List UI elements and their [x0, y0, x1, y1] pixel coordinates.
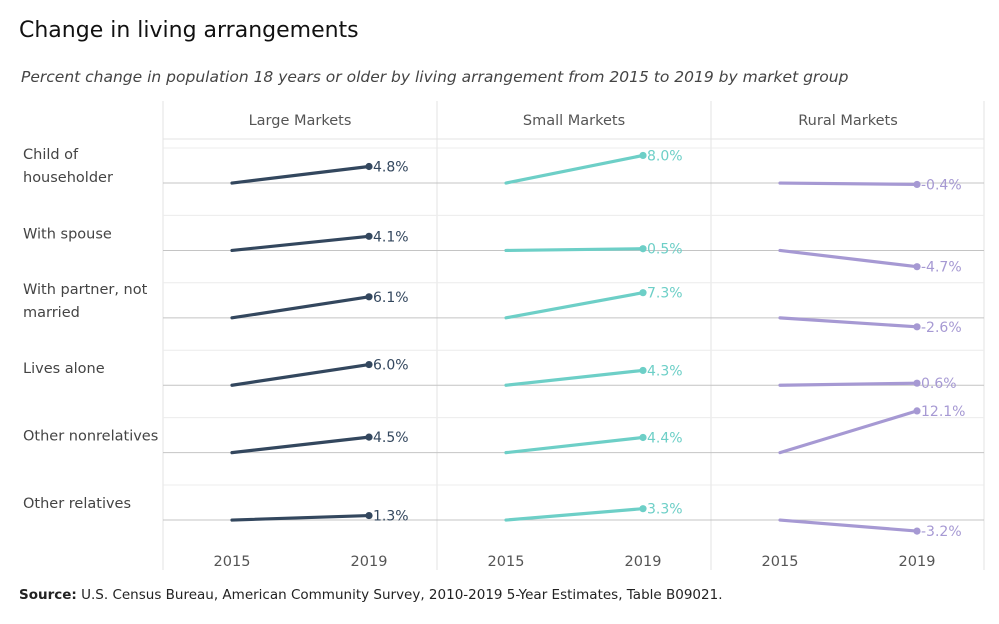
row-label: Child of householder [23, 147, 113, 186]
series-line [504, 291, 645, 320]
data-point-2019 [913, 407, 921, 415]
data-point-2019 [913, 180, 921, 189]
data-point-2019 [639, 151, 647, 160]
data-label: 6.1% [373, 290, 409, 306]
series-line [504, 435, 645, 455]
series-line [230, 164, 371, 185]
series-line [778, 248, 919, 269]
x-tick-label: 2015 [762, 554, 799, 570]
data-label: 3.3% [647, 502, 683, 518]
data-label: 0.6% [921, 376, 957, 392]
chart-subtitle: Percent change in population 18 years or… [21, 68, 849, 86]
data-point-2019 [913, 379, 921, 387]
data-label: 6.0% [373, 358, 409, 374]
data-label: 12.1% [921, 404, 965, 420]
x-tick-label: 2019 [351, 554, 388, 570]
data-label: -0.4% [921, 177, 962, 193]
row-label: Lives alone [23, 361, 105, 377]
series-line [504, 247, 645, 253]
row-label: With partner, not married [23, 282, 148, 321]
row-label: Other nonrelatives [23, 429, 158, 445]
data-label: 0.5% [647, 242, 683, 258]
data-label: -4.7% [921, 260, 962, 276]
source-label: Source: [19, 587, 77, 603]
data-point-2019 [639, 505, 647, 513]
data-point-2019 [913, 323, 921, 331]
data-point-2019 [913, 263, 921, 271]
data-label: 1.3% [373, 509, 409, 525]
row-label: Other relatives [23, 496, 131, 512]
data-point-2019 [639, 289, 647, 297]
data-point-2019 [365, 511, 373, 520]
series-line [778, 381, 919, 387]
panel-header: Large Markets [249, 113, 352, 129]
data-label: 4.8% [373, 159, 409, 175]
x-tick-label: 2015 [488, 554, 525, 570]
series-line [504, 368, 645, 387]
panel-header: Rural Markets [798, 113, 898, 129]
series-line [504, 153, 645, 185]
data-label: 8.0% [647, 148, 683, 164]
data-point-2019 [365, 162, 373, 171]
data-point-2019 [639, 433, 647, 442]
data-label: 4.1% [373, 229, 409, 245]
data-point-2019 [639, 245, 647, 253]
source-text: U.S. Census Bureau, American Community S… [76, 587, 723, 603]
data-label: -3.2% [921, 524, 962, 540]
x-tick-label: 2015 [214, 554, 251, 570]
source-note: Source: U.S. Census Bureau, American Com… [19, 587, 723, 603]
data-label: 7.3% [647, 286, 683, 302]
chart-title: Change in living arrangements [19, 18, 359, 43]
data-label: 4.5% [373, 430, 409, 446]
series-line [778, 409, 919, 455]
row-label: With spouse [23, 226, 112, 242]
series-line [230, 362, 371, 387]
data-label: 4.3% [647, 363, 683, 379]
panel-header: Small Markets [523, 113, 625, 129]
x-tick-label: 2019 [899, 554, 936, 570]
series-line [230, 295, 371, 320]
series-line [778, 181, 919, 187]
data-point-2019 [365, 232, 373, 240]
data-label: -2.6% [921, 320, 962, 336]
series-line [778, 518, 919, 533]
data-label: 4.4% [647, 430, 683, 446]
data-point-2019 [913, 527, 921, 535]
series-line [778, 316, 919, 329]
x-tick-label: 2019 [625, 554, 662, 570]
data-point-2019 [365, 433, 373, 441]
series-line [230, 513, 371, 522]
data-point-2019 [639, 366, 647, 375]
series-line [504, 507, 645, 522]
data-point-2019 [365, 293, 373, 301]
series-line [230, 435, 371, 455]
data-point-2019 [365, 360, 373, 369]
series-line [230, 234, 371, 253]
